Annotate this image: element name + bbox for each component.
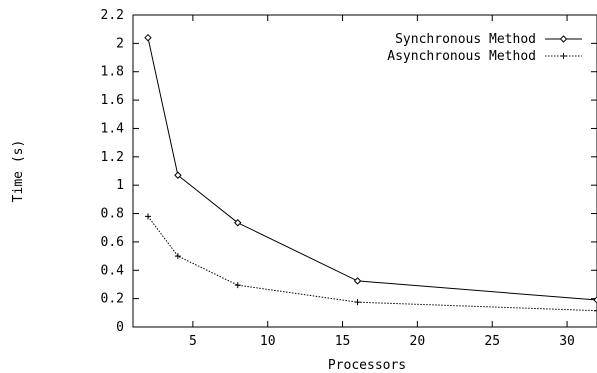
legend: Synchronous Method Asynchronous Method (387, 32, 582, 64)
x-tick-label: 10 (260, 334, 276, 349)
y-tick-label: 2 (116, 36, 124, 51)
legend-label: Asynchronous Method (387, 49, 536, 64)
y-tick-label: 1.6 (101, 93, 124, 108)
y-tick-label: 1 (116, 178, 124, 193)
y-tick-label: 1.8 (101, 65, 124, 80)
legend-marker (559, 35, 568, 43)
data-point (144, 33, 152, 42)
data-point (144, 213, 151, 220)
data-point (594, 307, 597, 314)
series-2 (144, 213, 597, 314)
data-point (354, 299, 361, 306)
y-tick-label: 0.2 (101, 292, 124, 307)
x-tick-label: 30 (559, 334, 575, 349)
data-point (353, 277, 362, 285)
y-tick-label: 1.2 (101, 150, 124, 165)
data-point (234, 282, 241, 289)
y-tick-label: 0.8 (101, 207, 124, 222)
legend-label: Synchronous Method (395, 32, 536, 47)
x-tick-label: 25 (484, 334, 500, 349)
x-tick-label: 5 (189, 334, 197, 349)
x-axis-label: Processors (328, 358, 406, 373)
x-tick-label: 20 (410, 334, 426, 349)
series-layer (144, 33, 597, 314)
y-axis-label: Time (s) (11, 140, 26, 203)
y-tick-label: 0 (116, 320, 124, 335)
y-tick-label: 0.6 (101, 235, 124, 250)
series-line (147, 37, 597, 301)
data-point (174, 253, 181, 260)
y-tick-label: 0.4 (101, 263, 125, 278)
plot-frame (132, 14, 597, 328)
series-line (147, 216, 597, 312)
series-1 (144, 33, 597, 304)
data-point (234, 219, 242, 227)
data-point (593, 296, 597, 304)
x-axis: 5 10 15 20 25 30 (189, 15, 575, 349)
x-tick-label: 15 (335, 334, 351, 349)
y-axis: 0 0.2 0.4 0.6 0.8 1 1.2 1.4 1.6 1.8 2 2.2 (101, 8, 597, 335)
legend-marker (560, 53, 567, 59)
y-tick-label: 1.4 (101, 121, 125, 136)
y-tick-label: 2.2 (101, 8, 124, 23)
data-point (174, 171, 182, 179)
